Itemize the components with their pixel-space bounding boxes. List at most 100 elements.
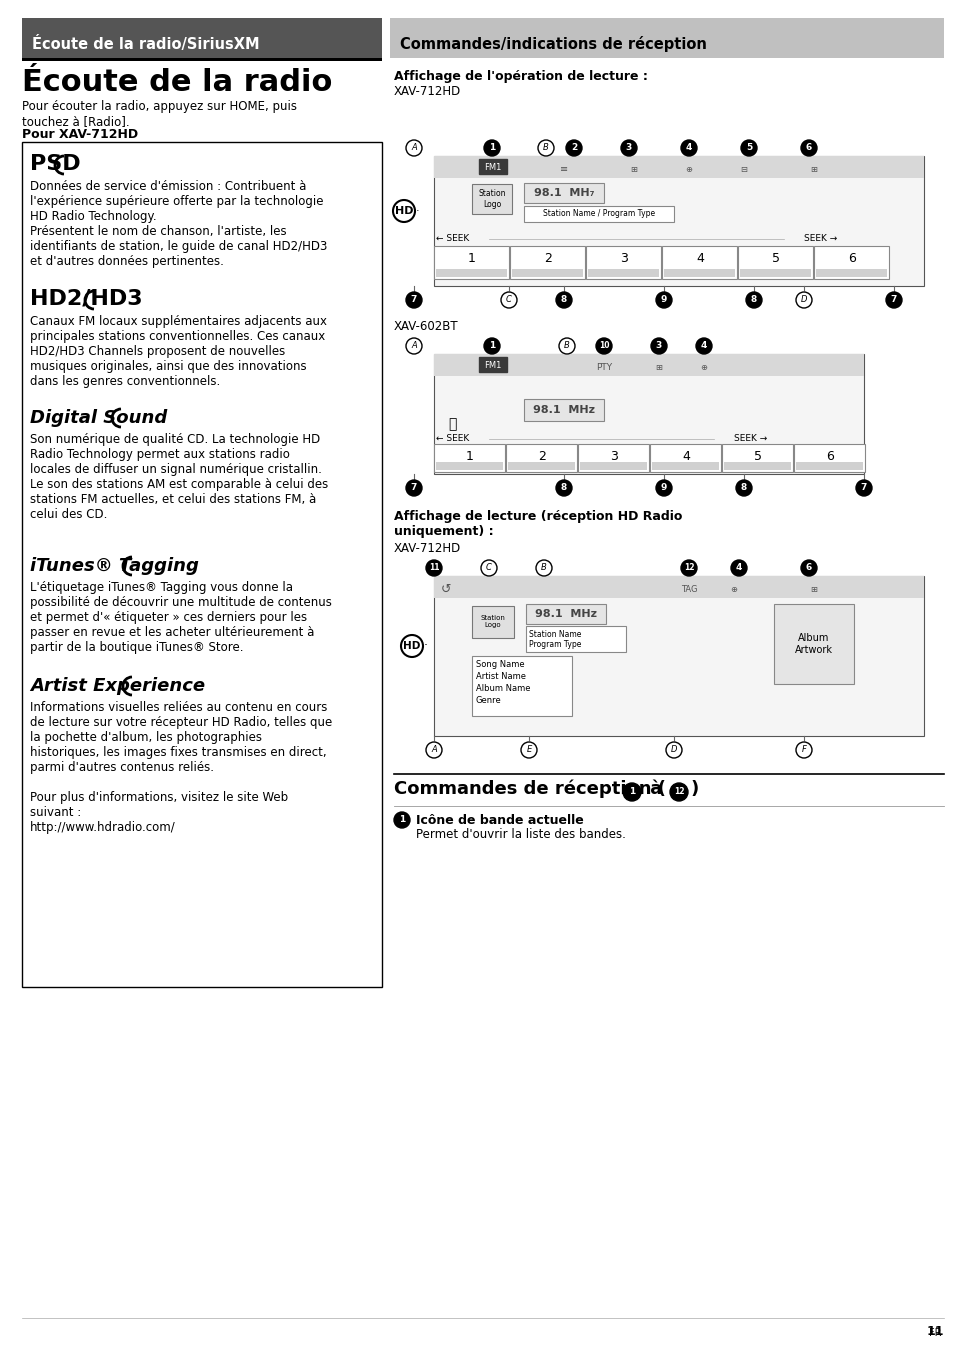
Text: à: à	[643, 780, 668, 798]
Text: 7: 7	[411, 484, 416, 492]
Text: XAV-602BT: XAV-602BT	[394, 320, 458, 333]
Text: 3: 3	[619, 253, 627, 265]
Circle shape	[656, 292, 671, 308]
Bar	[721, 443, 792, 472]
Circle shape	[483, 141, 499, 155]
Circle shape	[650, 338, 666, 354]
Text: SEEK →: SEEK →	[803, 234, 837, 243]
Circle shape	[536, 560, 552, 576]
Text: XAV-712HD: XAV-712HD	[394, 85, 460, 97]
Text: FM1: FM1	[484, 162, 501, 172]
Circle shape	[795, 292, 811, 308]
Text: 3: 3	[655, 342, 661, 350]
Bar	[478, 357, 506, 372]
Text: 12: 12	[673, 787, 683, 796]
Text: 9: 9	[660, 296, 666, 304]
Circle shape	[745, 292, 761, 308]
Text: Station Name: Station Name	[529, 630, 580, 639]
Text: 6: 6	[847, 253, 855, 265]
Circle shape	[620, 141, 637, 155]
Circle shape	[885, 292, 901, 308]
Text: PSD: PSD	[30, 154, 81, 174]
Text: Canaux FM locaux supplémentaires adjacents aux
principales stations conventionne: Canaux FM locaux supplémentaires adjacen…	[30, 315, 327, 388]
Bar	[434, 443, 504, 472]
Bar	[512, 269, 582, 277]
Text: XAV-712HD: XAV-712HD	[394, 542, 460, 556]
Text: L'étiquetage iTunes® Tagging vous donne la
possibilité de découvrir une multitud: L'étiquetage iTunes® Tagging vous donne …	[30, 581, 332, 654]
Text: Affichage de l'opération de lecture :: Affichage de l'opération de lecture :	[394, 70, 647, 82]
Text: 1: 1	[628, 787, 635, 796]
Text: ⊕: ⊕	[730, 584, 737, 594]
Bar	[523, 399, 603, 420]
Text: 1: 1	[466, 449, 474, 462]
Text: ·: ·	[416, 206, 419, 216]
Bar	[585, 246, 660, 279]
Text: TAG: TAG	[680, 584, 697, 594]
Circle shape	[426, 560, 441, 576]
Text: Digital Sound: Digital Sound	[30, 410, 167, 427]
Text: FM1: FM1	[484, 361, 501, 369]
Bar	[505, 443, 577, 472]
Circle shape	[406, 292, 421, 308]
Text: Station
Logo: Station Logo	[477, 189, 505, 208]
Text: 1: 1	[398, 815, 405, 825]
Bar	[578, 443, 648, 472]
Text: 11: 11	[428, 564, 438, 572]
Circle shape	[394, 813, 410, 827]
Text: ⊞: ⊞	[810, 584, 817, 594]
Bar	[723, 462, 790, 470]
Text: ← SEEK: ← SEEK	[436, 234, 469, 243]
Text: 98.1  MH₇: 98.1 MH₇	[533, 188, 594, 197]
Text: Son numérique de qualité CD. La technologie HD
Radio Technology permet aux stati: Son numérique de qualité CD. La technolo…	[30, 433, 328, 521]
Text: Pour écouter la radio, appuyez sur HOME, puis
touchez à [Radio].: Pour écouter la radio, appuyez sur HOME,…	[22, 100, 296, 128]
Text: A: A	[431, 745, 436, 754]
Bar	[661, 246, 737, 279]
Circle shape	[696, 338, 711, 354]
Text: 3: 3	[609, 449, 618, 462]
Text: 7: 7	[860, 484, 866, 492]
Text: Icône de bande actuelle: Icône de bande actuelle	[416, 814, 583, 827]
Text: Program Type: Program Type	[529, 639, 580, 649]
Bar	[472, 184, 512, 214]
Text: 9: 9	[660, 484, 666, 492]
Circle shape	[730, 560, 746, 576]
Text: ≡: ≡	[559, 164, 567, 174]
Circle shape	[565, 141, 581, 155]
Text: HD: HD	[395, 206, 413, 216]
Text: 4: 4	[700, 342, 706, 350]
Text: iTunes® Tagging: iTunes® Tagging	[30, 557, 198, 575]
Text: 2: 2	[543, 253, 552, 265]
Circle shape	[665, 742, 681, 758]
Text: Station Name / Program Type: Station Name / Program Type	[542, 210, 655, 219]
Circle shape	[500, 292, 517, 308]
Text: ← SEEK: ← SEEK	[436, 434, 469, 443]
Circle shape	[558, 338, 575, 354]
Circle shape	[406, 141, 421, 155]
Text: Commandes/indications de réception: Commandes/indications de réception	[399, 37, 706, 51]
Text: ⊕: ⊕	[685, 165, 692, 173]
Circle shape	[680, 141, 697, 155]
Text: ⊕: ⊕	[700, 362, 707, 372]
Text: Album Name: Album Name	[476, 684, 530, 694]
Bar	[472, 656, 572, 717]
Text: Song Name: Song Name	[476, 660, 524, 669]
Text: 3: 3	[625, 143, 632, 153]
Bar	[22, 142, 381, 987]
Text: 8: 8	[560, 484, 566, 492]
Text: ⊞: ⊞	[810, 165, 817, 173]
Text: Pour XAV-712HD: Pour XAV-712HD	[22, 128, 138, 141]
Circle shape	[596, 338, 612, 354]
Text: HD2/HD3: HD2/HD3	[30, 289, 143, 310]
Text: D: D	[800, 296, 806, 304]
Text: 4: 4	[696, 253, 703, 265]
Text: 8: 8	[560, 296, 566, 304]
Bar	[434, 576, 923, 735]
Circle shape	[480, 560, 497, 576]
Bar	[390, 18, 943, 58]
Circle shape	[537, 141, 554, 155]
Text: Écoute de la radio: Écoute de la radio	[22, 68, 332, 97]
Text: 12: 12	[683, 564, 694, 572]
Circle shape	[406, 338, 421, 354]
Circle shape	[669, 783, 687, 800]
Circle shape	[735, 480, 751, 496]
